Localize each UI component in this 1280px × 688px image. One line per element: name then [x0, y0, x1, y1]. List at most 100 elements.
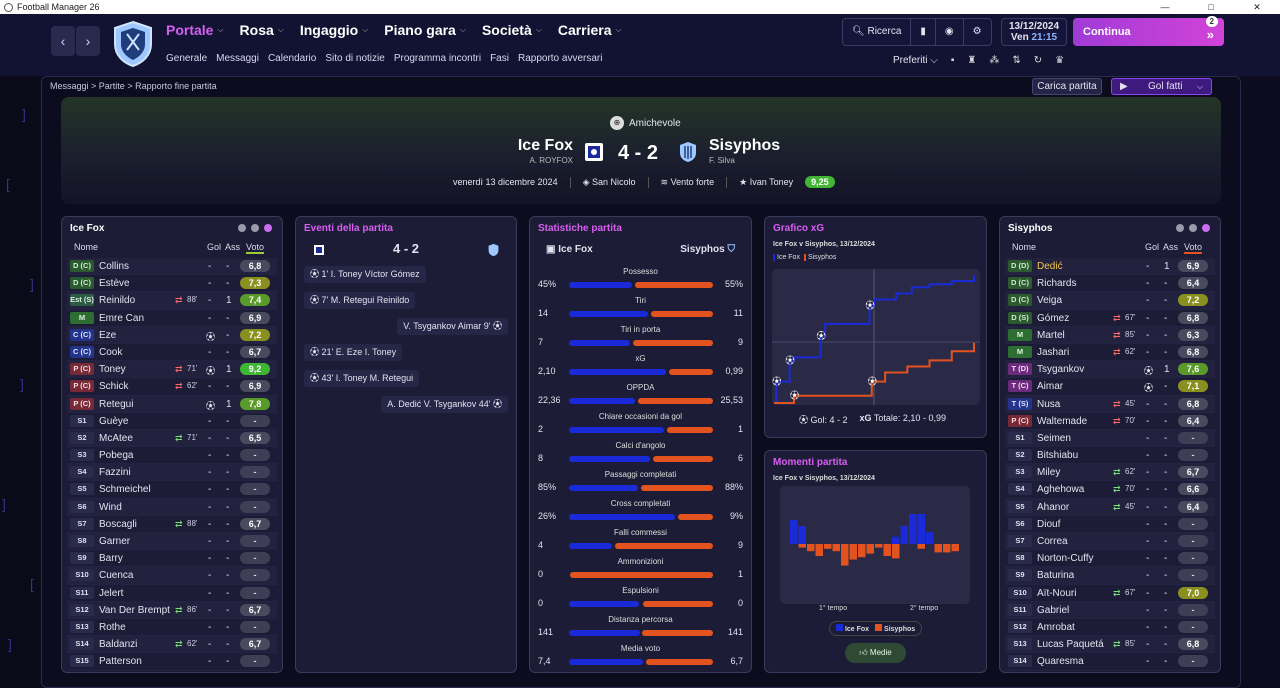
table-row[interactable]: D (C) Collins - -6,8	[67, 258, 277, 276]
player-name[interactable]: Estève	[99, 278, 130, 290]
shirt-icon[interactable]: ♜	[967, 55, 977, 66]
table-row[interactable]: S1 Guèye - - -	[67, 413, 277, 430]
table-row[interactable]: T (D) Tsygankov ⚽︎ 1 7,6	[1005, 361, 1215, 379]
player-name[interactable]: Baldanzi	[99, 639, 138, 651]
table-row[interactable]: S7 Boscagli ⇄ 88' - -6,7	[67, 516, 277, 533]
player-name[interactable]: Garner	[99, 536, 131, 547]
table-row[interactable]: D (C) Veiga - -7,2	[1005, 292, 1215, 310]
table-row[interactable]: S4 Aghehowa ⇄ 70' - -6,6	[1005, 481, 1215, 499]
player-of-match[interactable]: ★ Ivan Toney	[739, 177, 793, 188]
player-name[interactable]: Reinildo	[99, 295, 136, 307]
header-rating[interactable]: Voto	[1184, 242, 1203, 254]
player-name[interactable]: Jashari	[1037, 346, 1070, 358]
player-name[interactable]: Rothe	[99, 621, 126, 633]
player-name[interactable]: Baturina	[1037, 570, 1075, 582]
player-name[interactable]: Toney	[99, 364, 126, 376]
player-name[interactable]: Fazzini	[99, 467, 131, 479]
table-row[interactable]: M Emre Can - -6,9	[67, 310, 277, 327]
breadcrumb-item[interactable]: Partite	[98, 81, 125, 91]
close-button[interactable]: ✕	[1253, 2, 1261, 12]
table-row[interactable]: S11 Gabriel - - -	[1005, 601, 1215, 619]
player-name[interactable]: Van Der Brempt	[99, 604, 170, 616]
table-row[interactable]: S7 Correa - - -	[1005, 533, 1215, 551]
table-row[interactable]: D (C) Estève - -7,3	[67, 275, 277, 293]
table-row[interactable]: D (S) Gómez ⇄ 67' - -6,8	[1005, 310, 1215, 327]
player-name[interactable]: Miley	[1037, 467, 1061, 479]
table-row[interactable]: S8 Garner - - -	[67, 533, 277, 551]
player-name[interactable]: Veiga	[1037, 295, 1063, 307]
table-row[interactable]: S2 Bitshiabu - - -	[1005, 447, 1215, 465]
player-name[interactable]: Boscagli	[99, 518, 137, 530]
table-row[interactable]: M Martel ⇄ 85' - -6,3	[1005, 326, 1215, 344]
player-name[interactable]: Guèye	[99, 415, 129, 427]
player-name[interactable]: Norton-Cuffy	[1037, 553, 1094, 565]
player-name[interactable]: Pobega	[99, 450, 134, 462]
player-name[interactable]: Lucas Paquetá	[1037, 639, 1104, 651]
table-row[interactable]: S5 Ahanor ⇄ 45' - -6,4	[1005, 498, 1215, 516]
player-name[interactable]: Barry	[99, 553, 123, 565]
player-name[interactable]: Schick	[99, 381, 129, 393]
player-name[interactable]: Patterson	[99, 656, 142, 668]
player-name[interactable]: Dedić	[1037, 261, 1063, 272]
player-name[interactable]: Martel	[1037, 329, 1065, 341]
player-name[interactable]: Gabriel	[1037, 604, 1070, 616]
player-name[interactable]: Wind	[99, 501, 122, 513]
forward-button[interactable]: ›	[76, 26, 100, 56]
submenu-fasi[interactable]: Fasi	[490, 53, 509, 64]
player-name[interactable]: Aimar	[1037, 381, 1064, 393]
goal-event[interactable]: ⚽︎ 7' M. Retegui Reinildo	[304, 292, 416, 309]
goal-event[interactable]: V. Tsygankov Aimar 9' ⚽︎	[397, 318, 508, 335]
transfer-icon[interactable]: ⇅	[1012, 55, 1021, 66]
menu-carriera[interactable]: Carriera ⌵	[558, 22, 622, 38]
submenu-generale[interactable]: Generale	[166, 53, 208, 64]
player-name[interactable]: Bitshiabu	[1037, 450, 1079, 462]
player-name[interactable]: Seimen	[1037, 432, 1071, 444]
refresh-icon[interactable]: ↻	[1033, 55, 1043, 66]
dot-icon[interactable]	[238, 224, 246, 232]
player-name[interactable]: Aghehowa	[1037, 484, 1085, 496]
submenu-sito-notizie[interactable]: Sito di notizie	[325, 53, 385, 64]
player-name[interactable]: McAtee	[99, 432, 133, 444]
player-name[interactable]: Correa	[1037, 536, 1068, 547]
player-name[interactable]: Waltemade	[1037, 415, 1088, 427]
table-row[interactable]: S13 Rothe - - -	[67, 619, 277, 637]
dot-icon[interactable]	[264, 224, 272, 232]
header-name[interactable]: Nome	[1012, 242, 1037, 252]
chat-icon[interactable]: ▪	[950, 55, 955, 66]
header-rating[interactable]: Voto	[246, 242, 265, 254]
goal-event[interactable]: ⚽︎ 1' I. Toney Víctor Gómez	[304, 266, 426, 283]
player-name[interactable]: Retegui	[99, 398, 134, 410]
date-display[interactable]: 13/12/2024 Ven 21:15	[1001, 18, 1067, 46]
table-row[interactable]: S12 Amrobat - - -	[1005, 619, 1215, 637]
table-row[interactable]: S8 Norton-Cuffy - - -	[1005, 550, 1215, 568]
bookmark-button[interactable]: ▮	[911, 19, 936, 45]
header-goals[interactable]: Gol	[1145, 242, 1160, 252]
submenu-programma-incontri[interactable]: Programma incontri	[393, 53, 482, 64]
table-row[interactable]: S13 Lucas Paquetá ⇄ 85' - -6,8	[1005, 636, 1215, 654]
player-name[interactable]: Collins	[99, 261, 130, 272]
club-logo[interactable]	[112, 20, 154, 68]
submenu-messaggi[interactable]: Messaggi	[216, 53, 259, 64]
header-assists[interactable]: Ass	[225, 242, 241, 252]
dot-icon[interactable]	[251, 224, 259, 232]
table-row[interactable]: S3 Pobega - - -	[67, 447, 277, 465]
player-name[interactable]: Ahanor	[1037, 501, 1070, 513]
player-name[interactable]: Cook	[99, 346, 123, 358]
table-row[interactable]: S5 Schmeichel - - -	[67, 481, 277, 499]
player-name[interactable]: Tsygankov	[1037, 364, 1085, 376]
table-row[interactable]: S9 Baturina - - -	[1005, 567, 1215, 585]
maximize-button[interactable]: □	[1208, 2, 1214, 12]
submenu-calendario[interactable]: Calendario	[267, 53, 317, 64]
table-row[interactable]: S1 Seimen - - -	[1005, 429, 1215, 448]
breadcrumb-item[interactable]: Messaggi	[50, 81, 89, 91]
menu-ingaggio[interactable]: Ingaggio ⌵	[300, 22, 368, 38]
load-match-button[interactable]: Carica partita	[1032, 78, 1102, 95]
menu-portale[interactable]: Portale ⌵	[166, 22, 224, 38]
table-row[interactable]: S14 Quaresma - - -	[1005, 653, 1215, 671]
highlights-dropdown[interactable]: ▶ Gol fatti ⌵	[1111, 78, 1212, 95]
xg-chart-area[interactable]: ⚽︎ ⚽︎ ⚽︎ ⚽︎ ⚽︎ ⚽︎	[772, 269, 980, 405]
averages-button[interactable]: 👍︎ Medie	[845, 643, 906, 663]
table-row[interactable]: P (C) Schick ⇄ 62' - -6,9	[67, 378, 277, 396]
table-row[interactable]: P (C) Retegui ⚽︎ 1 7,8	[67, 395, 277, 413]
moments-chart-area[interactable]	[780, 486, 970, 604]
